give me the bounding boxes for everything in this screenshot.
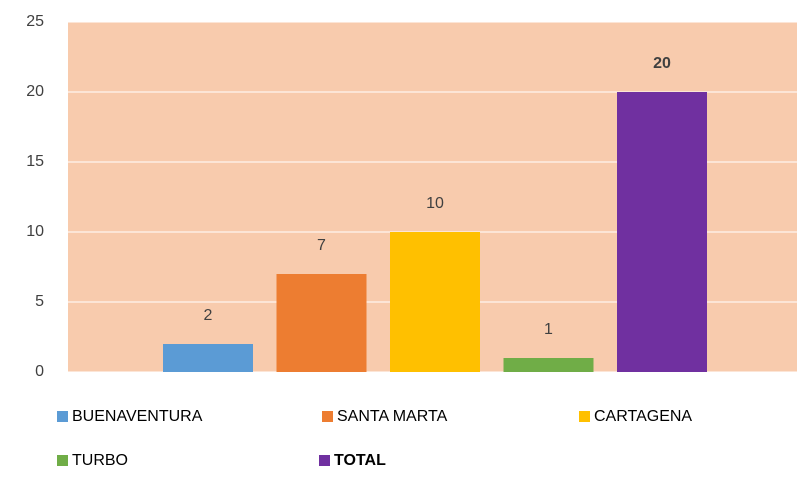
y-tick-label: 20 bbox=[26, 83, 44, 100]
legend-swatch bbox=[322, 411, 333, 422]
bar bbox=[390, 232, 480, 372]
legend-label: SANTA MARTA bbox=[337, 408, 448, 425]
legend-swatch bbox=[319, 455, 330, 466]
legend-label: CARTAGENA bbox=[594, 408, 692, 425]
legend-label: TURBO bbox=[72, 452, 128, 469]
data-label: 10 bbox=[426, 195, 444, 212]
bar bbox=[617, 92, 707, 372]
y-tick-label: 10 bbox=[26, 223, 44, 240]
bar bbox=[503, 358, 594, 372]
y-tick-label: 15 bbox=[26, 153, 44, 170]
data-label: 2 bbox=[204, 307, 213, 324]
y-tick-label: 5 bbox=[35, 293, 44, 310]
legend-swatch bbox=[579, 411, 590, 422]
legend-label: TOTAL bbox=[334, 452, 386, 469]
data-label: 1 bbox=[544, 321, 553, 338]
legend-swatch bbox=[57, 411, 68, 422]
legend-label: BUENAVENTURA bbox=[72, 408, 203, 425]
y-tick-label: 25 bbox=[26, 13, 44, 30]
y-tick-label: 0 bbox=[35, 363, 44, 380]
bar bbox=[276, 274, 367, 372]
data-label: 20 bbox=[653, 55, 671, 72]
legend-swatch bbox=[57, 455, 68, 466]
bar bbox=[163, 344, 253, 372]
data-label: 7 bbox=[317, 237, 326, 254]
